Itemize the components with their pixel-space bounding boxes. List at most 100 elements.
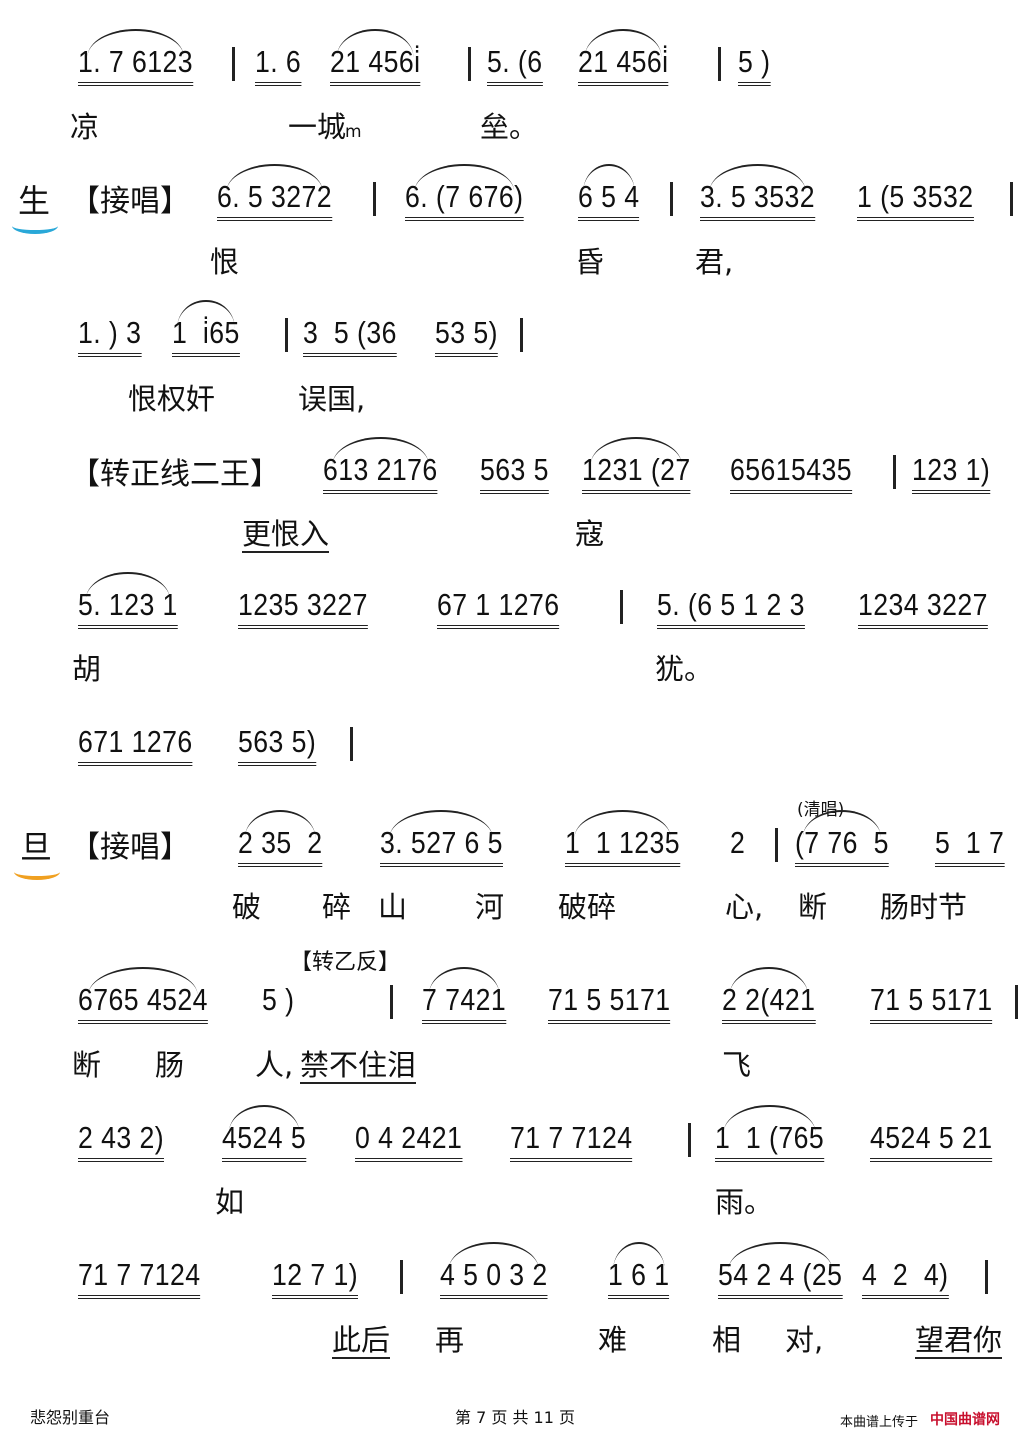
barline xyxy=(620,590,623,624)
note-group: 563 5 xyxy=(480,453,549,494)
note-group: 3. 5 3532 xyxy=(700,164,816,221)
note-group: 6 5 4 xyxy=(578,164,640,221)
note-group: 1 6 1 xyxy=(608,1242,670,1299)
lyric: 河 xyxy=(475,890,505,924)
lyric: 肠时节 xyxy=(880,890,968,924)
section-mark: 【接唱】 xyxy=(70,830,190,865)
note-group: 71 7 7124 xyxy=(78,1258,201,1299)
barline xyxy=(688,1123,691,1157)
note-group: 5 1 7 xyxy=(935,826,1005,867)
lyric: 碎 xyxy=(322,890,352,924)
note-group: 5 ) xyxy=(738,45,771,86)
lyric: 破 xyxy=(232,890,262,924)
note-group: 1 (5 3532 xyxy=(857,180,974,221)
note-group: 5. (6 xyxy=(487,45,543,86)
section-mark: 【接唱】 xyxy=(70,184,190,219)
note-group: 4 2 4) xyxy=(862,1258,949,1299)
barline xyxy=(350,727,353,761)
note-group: 54 2 4 (25 xyxy=(718,1242,843,1299)
barline xyxy=(232,47,235,81)
lyric: 难 xyxy=(598,1323,628,1357)
barline xyxy=(775,828,778,862)
note-group: 3. 527 6 5 xyxy=(380,810,503,867)
lyric: 禁不住泪 xyxy=(300,1048,417,1084)
lyric: 此后 xyxy=(332,1323,391,1359)
note-group: 2 43 2) xyxy=(78,1121,165,1162)
lyric: 断 xyxy=(72,1048,102,1082)
note-group: 71 7 7124 xyxy=(510,1121,633,1162)
lyric: 昏 xyxy=(575,245,605,279)
note-group: 4524 5 xyxy=(222,1105,307,1162)
barline xyxy=(1015,985,1018,1019)
barline xyxy=(1010,182,1013,216)
barline xyxy=(718,47,721,81)
note-group: 1. 7 6123 xyxy=(78,29,194,86)
barline xyxy=(985,1260,988,1294)
note-group: 1235 3227 xyxy=(238,588,368,629)
lyric-mark: m xyxy=(345,122,362,142)
note-group: 6. (7 676) xyxy=(405,164,524,221)
lyric: 垒。 xyxy=(480,110,539,144)
annotation: 【转乙反】 xyxy=(290,950,401,975)
section-mark: 【转正线二王】 xyxy=(70,457,280,492)
lyric: 再 xyxy=(435,1323,465,1357)
barline xyxy=(400,1260,403,1294)
note-group: 21 456i̇ xyxy=(578,29,669,86)
lyric: 君, xyxy=(695,245,734,279)
lyric: 断 xyxy=(798,890,828,924)
note-group: 613 2176 xyxy=(323,437,438,494)
lyric: 恨 xyxy=(210,245,240,279)
upload-note: 本曲谱上传于 xyxy=(840,1415,919,1430)
lyric: 恨权奸 xyxy=(128,382,216,416)
lyric: 人, xyxy=(255,1048,294,1082)
role-marker: 生 xyxy=(11,176,59,234)
note-group: 2 2(421 xyxy=(722,967,816,1024)
note-group: 5 ) xyxy=(262,982,295,1017)
barline xyxy=(520,318,523,352)
page-number: 第 7 页 共 11 页 xyxy=(455,1408,575,1427)
note-group: 1. 6 xyxy=(255,45,302,86)
note-group: 4 5 0 3 2 xyxy=(440,1242,548,1299)
lyric: 误国, xyxy=(298,382,366,416)
note-group: 2 xyxy=(730,825,746,860)
note-group: 1231 (27 xyxy=(582,437,691,494)
site-logo: 中国曲谱网 xyxy=(930,1412,1000,1428)
note-group: 71 5 5171 xyxy=(548,983,671,1024)
note-group: 5. 123 1 xyxy=(78,572,178,629)
lyric: 一城 xyxy=(288,110,347,144)
note-group: 53 5) xyxy=(435,316,498,357)
note-group: 0 4 2421 xyxy=(355,1121,463,1162)
lyric: 相 xyxy=(712,1323,742,1357)
lyric: 胡 xyxy=(72,652,102,686)
note-group: 65615435 xyxy=(730,453,853,494)
role-marker: 旦 xyxy=(13,822,61,880)
barline xyxy=(285,318,288,352)
note-group: 1 1 1235 xyxy=(565,810,681,867)
lyric: 凉 xyxy=(70,110,100,144)
barline xyxy=(670,182,673,216)
note-group: 71 5 5171 xyxy=(870,983,993,1024)
lyric: 飞 xyxy=(722,1048,752,1082)
lyric: 犹。 xyxy=(655,652,714,686)
note-group: 6. 5 3272 xyxy=(217,164,333,221)
note-group: 1234 3227 xyxy=(858,588,988,629)
lyric: 寇 xyxy=(575,517,605,551)
note-group: 1 i̇65 xyxy=(172,300,240,357)
note-group: 671 1276 xyxy=(78,725,193,766)
barline xyxy=(468,47,471,81)
note-group: 7 7421 xyxy=(422,967,507,1024)
lyric: 山 xyxy=(378,890,408,924)
lyric: 雨。 xyxy=(715,1185,774,1219)
note-group: 4524 5 21 xyxy=(870,1121,993,1162)
note-group: (7 76 5 xyxy=(795,810,889,867)
note-group: 563 5) xyxy=(238,725,317,766)
note-group: 5. (6 5 1 2 3 xyxy=(657,588,805,629)
lyric: 对, xyxy=(785,1323,824,1357)
lyric: 望君你 xyxy=(915,1323,1003,1359)
note-group: 67 1 1276 xyxy=(437,588,560,629)
note-group: 123 1) xyxy=(912,453,991,494)
note-group: 3 5 (36 xyxy=(303,316,397,357)
barline xyxy=(390,985,393,1019)
note-group: 12 7 1) xyxy=(272,1258,359,1299)
note-group: 6765 4524 xyxy=(78,967,208,1024)
